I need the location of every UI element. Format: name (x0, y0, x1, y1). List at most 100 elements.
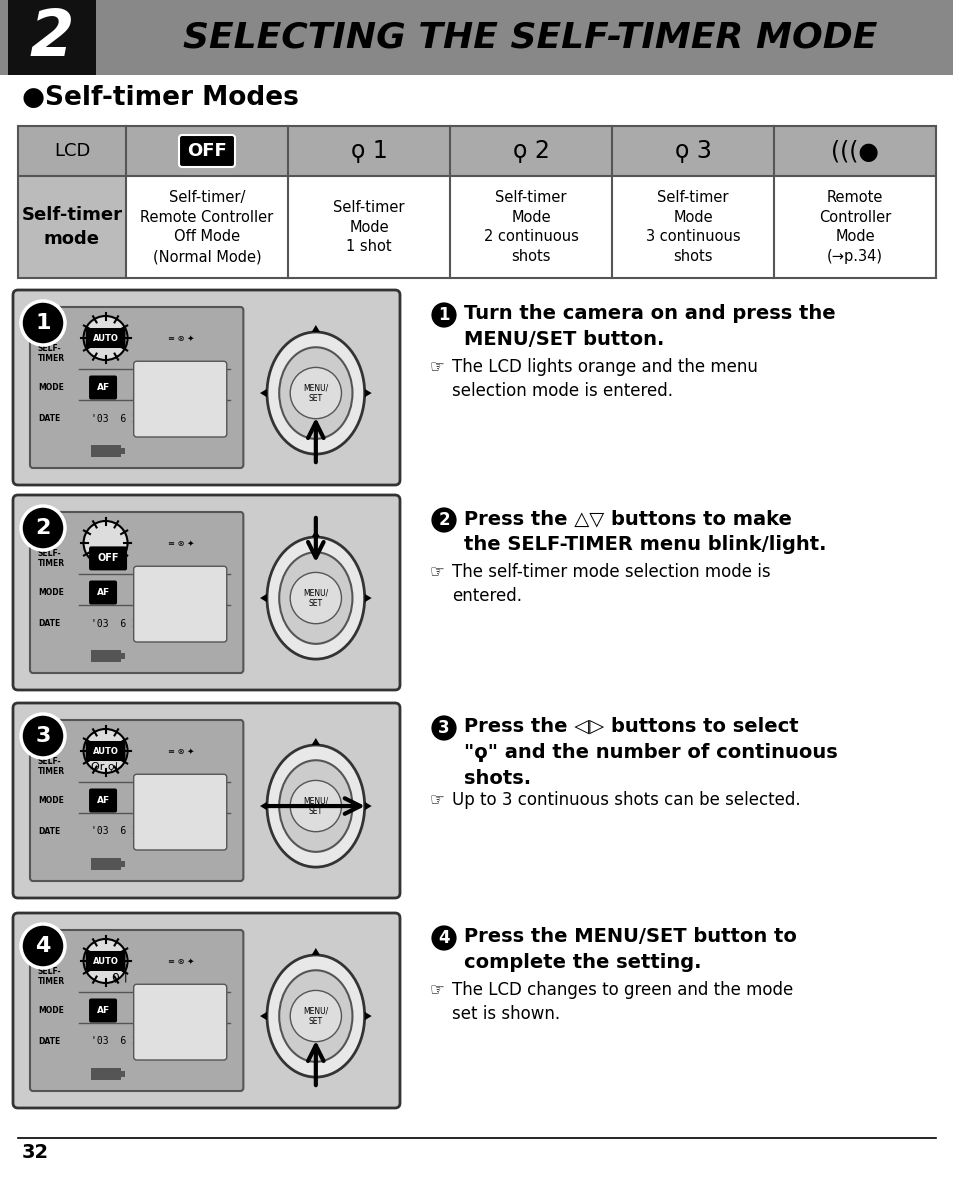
Text: ☞: ☞ (430, 358, 444, 376)
Circle shape (21, 924, 65, 968)
Text: MODE: MODE (38, 796, 64, 804)
FancyBboxPatch shape (30, 720, 243, 881)
Text: Self-timer
mode: Self-timer mode (22, 206, 122, 247)
FancyBboxPatch shape (86, 741, 126, 761)
Bar (121, 861, 125, 867)
Text: Self-timer/
Remote Controller
Off Mode
(Normal Mode): Self-timer/ Remote Controller Off Mode (… (140, 189, 274, 264)
Bar (18, 127, 935, 278)
FancyBboxPatch shape (13, 703, 399, 898)
Text: The LCD changes to green and the mode
set is shown.: The LCD changes to green and the mode se… (452, 981, 792, 1022)
Circle shape (21, 715, 65, 758)
Text: 1: 1 (437, 306, 449, 324)
Bar (8, 0, 96, 75)
Text: ≡ ⊗ ✦: ≡ ⊗ ✦ (168, 334, 193, 343)
FancyBboxPatch shape (13, 494, 399, 690)
Text: AUTO: AUTO (92, 746, 118, 756)
Text: 4: 4 (35, 936, 51, 956)
Text: SELF-
TIMER: SELF- TIMER (38, 344, 65, 363)
Bar (18, 176, 935, 278)
Bar (91, 649, 121, 662)
Text: '03  6 26: '03 6 26 (91, 1036, 144, 1047)
Text: 3: 3 (35, 726, 51, 746)
Polygon shape (364, 594, 372, 602)
Circle shape (84, 316, 128, 360)
Text: '03  6 26: '03 6 26 (91, 619, 144, 628)
Text: DATE: DATE (38, 414, 60, 424)
Circle shape (430, 924, 457, 952)
Text: 2: 2 (35, 518, 51, 538)
FancyBboxPatch shape (89, 375, 117, 400)
Text: The LCD lights orange and the menu
selection mode is entered.: The LCD lights orange and the menu selec… (452, 358, 757, 400)
Text: Press the MENU/SET button to
complete the setting.: Press the MENU/SET button to complete th… (463, 927, 796, 971)
FancyBboxPatch shape (133, 567, 227, 642)
Text: LCD: LCD (53, 142, 91, 160)
FancyBboxPatch shape (89, 789, 117, 813)
Text: 2: 2 (30, 6, 74, 69)
Text: ≡ ⊗ ✦: ≡ ⊗ ✦ (168, 957, 193, 965)
Polygon shape (260, 594, 267, 602)
FancyBboxPatch shape (30, 308, 243, 468)
Circle shape (84, 939, 128, 983)
Text: Self-timer
Mode
3 continuous
shots: Self-timer Mode 3 continuous shots (645, 189, 740, 264)
Text: AUTO: AUTO (92, 334, 118, 343)
Text: 1: 1 (35, 313, 51, 332)
FancyBboxPatch shape (89, 581, 117, 605)
Bar (121, 653, 125, 659)
Text: MENU/: MENU/ (303, 383, 328, 393)
Text: SELF-
TIMER: SELF- TIMER (38, 967, 65, 985)
Ellipse shape (267, 332, 364, 454)
Polygon shape (364, 1011, 372, 1020)
Text: '03  6 26: '03 6 26 (91, 414, 144, 424)
FancyBboxPatch shape (13, 290, 399, 485)
Text: MENU/: MENU/ (303, 589, 328, 597)
Circle shape (84, 521, 128, 565)
Text: ☞: ☞ (430, 981, 444, 998)
Text: ☞: ☞ (430, 791, 444, 809)
Text: DATE: DATE (38, 827, 60, 836)
Text: Remote
Controller
Mode
(→p.34): Remote Controller Mode (→p.34) (818, 189, 890, 264)
Text: Self-timer
Mode
1 shot: Self-timer Mode 1 shot (333, 200, 404, 254)
Text: AF: AF (96, 588, 110, 597)
Text: MODE: MODE (38, 1006, 64, 1015)
Text: SELF-
TIMER: SELF- TIMER (38, 757, 65, 776)
Text: Self-timer
Mode
2 continuous
shots: Self-timer Mode 2 continuous shots (483, 189, 578, 264)
Text: AF: AF (96, 383, 110, 392)
Bar (121, 448, 125, 454)
Text: MODE: MODE (38, 588, 64, 597)
FancyBboxPatch shape (86, 328, 126, 348)
Text: Or ϙ|-: Or ϙ|- (91, 761, 122, 771)
Text: ϙ 2: ϙ 2 (512, 138, 549, 163)
Text: SET: SET (309, 599, 322, 608)
FancyBboxPatch shape (133, 984, 227, 1060)
Bar (91, 1068, 121, 1080)
Polygon shape (260, 1011, 267, 1020)
Circle shape (290, 368, 341, 419)
FancyBboxPatch shape (30, 512, 243, 673)
Text: ϙ 1: ϙ 1 (351, 138, 387, 163)
Text: SET: SET (309, 807, 322, 815)
Text: MODE: MODE (38, 383, 64, 392)
Bar (0, 0, 953, 75)
Bar (121, 1071, 125, 1077)
Text: 2: 2 (437, 511, 450, 529)
Bar (18, 176, 126, 278)
Text: 4: 4 (437, 929, 450, 948)
Circle shape (21, 300, 65, 345)
Circle shape (290, 781, 341, 832)
Text: OFF: OFF (187, 142, 227, 160)
Polygon shape (260, 389, 267, 397)
Text: Press the △▽ buttons to make
the SELF-TIMER menu blink/light.: Press the △▽ buttons to make the SELF-TI… (463, 509, 825, 554)
Text: MENU/: MENU/ (303, 1007, 328, 1015)
Circle shape (84, 729, 128, 772)
Text: ≡ ⊗ ✦: ≡ ⊗ ✦ (168, 746, 193, 756)
Bar (91, 858, 121, 870)
Text: SELF-
TIMER: SELF- TIMER (38, 549, 65, 568)
Ellipse shape (279, 552, 352, 644)
FancyBboxPatch shape (179, 135, 234, 167)
Text: ϙ |: ϙ | (112, 970, 128, 983)
Text: The self-timer mode selection mode is
entered.: The self-timer mode selection mode is en… (452, 563, 770, 605)
Text: AF: AF (96, 1006, 110, 1015)
Text: '03  6 26: '03 6 26 (91, 827, 144, 836)
Text: ●Self-timer Modes: ●Self-timer Modes (22, 85, 298, 111)
Ellipse shape (267, 745, 364, 867)
